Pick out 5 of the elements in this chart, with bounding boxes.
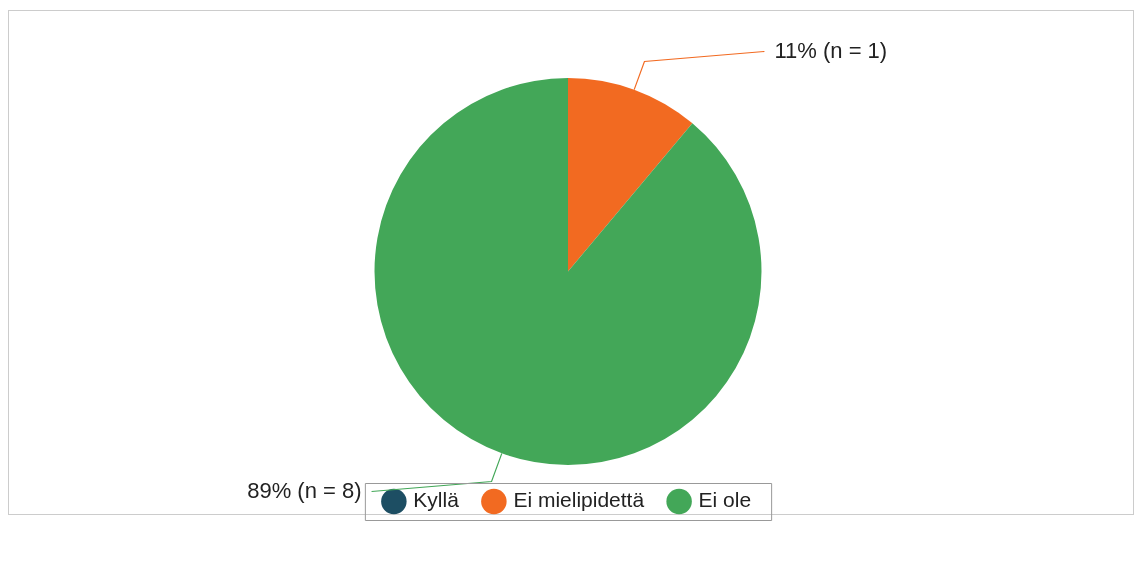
data-label: 89% (n = 8) — [247, 477, 362, 503]
legend-label: Ei ole — [698, 488, 752, 512]
legend-label: Kyllä — [413, 488, 460, 512]
legend-label: Ei mielipidettä — [513, 488, 645, 512]
data-label: 11% (n = 1) — [774, 37, 888, 63]
